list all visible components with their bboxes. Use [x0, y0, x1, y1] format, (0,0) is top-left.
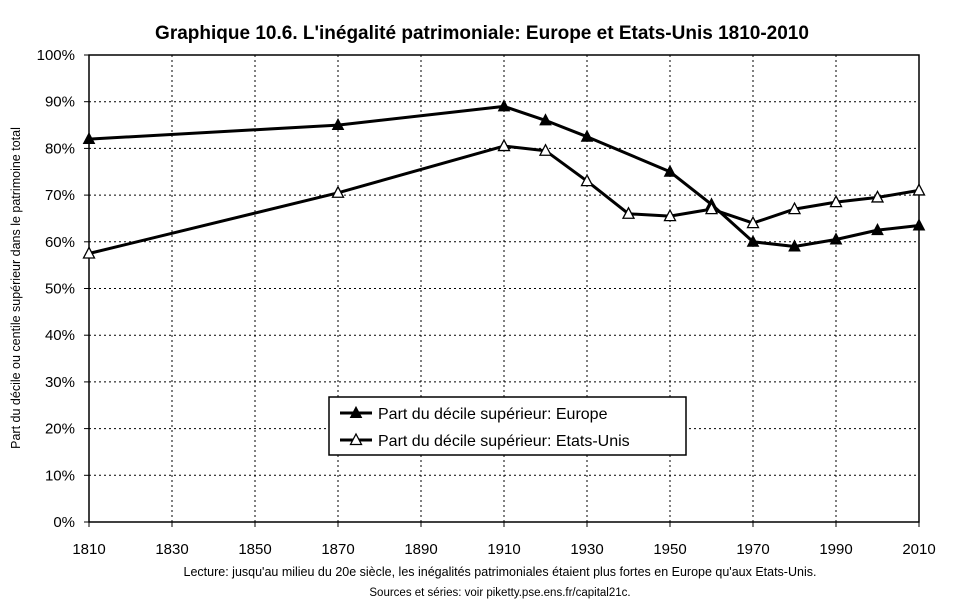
y-axis-ticks: 0% 10% 20% 30% 40% 50% 60% 70% 80% 90% 100%	[37, 47, 89, 531]
data-point-europe	[912, 218, 926, 231]
x-tick-label: 1870	[321, 541, 354, 558]
data-point-usa	[580, 173, 594, 187]
y-tick-label: 30%	[45, 374, 75, 391]
legend-marker-usa	[349, 432, 363, 446]
x-tick-label: 1950	[653, 541, 686, 558]
x-tick-label: 1930	[570, 541, 603, 558]
data-point-usa	[82, 246, 96, 259]
data-point-europe	[746, 234, 760, 247]
data-point-europe	[663, 164, 677, 177]
x-axis-ticks: 1810 1830 1850 1870 1890 1910 1930 1950 1970 1990…	[72, 522, 936, 558]
y-tick-label: 90%	[45, 94, 75, 111]
y-tick-label: 60%	[45, 234, 75, 251]
x-tick-label: 1810	[72, 541, 105, 558]
series-line-europe	[88, 104, 920, 248]
data-point-usa	[787, 201, 802, 215]
y-tick-label: 70%	[45, 187, 75, 204]
data-point-usa	[621, 206, 636, 219]
data-point-usa	[912, 183, 926, 196]
y-tick-label: 20%	[45, 421, 75, 438]
data-point-europe	[497, 99, 511, 112]
legend-marker-europe	[349, 405, 363, 418]
data-point-usa	[331, 185, 345, 198]
data-point-europe	[829, 232, 843, 245]
series	[82, 99, 926, 259]
legend: Part du décile supérieur: Europe Part du…	[328, 396, 687, 456]
data-point-europe	[580, 129, 594, 142]
legend-box	[328, 396, 687, 456]
y-tick-label: 50%	[45, 281, 75, 298]
x-tick-label: 1990	[819, 541, 852, 558]
data-point-europe	[871, 223, 884, 236]
x-tick-label: 1890	[404, 541, 437, 558]
data-point-usa	[663, 208, 677, 222]
y-tick-label: 80%	[45, 140, 75, 157]
y-axis-label: Part du décile ou centile supérieur dans…	[9, 127, 23, 449]
legend-label-europe: Part du décile supérieur: Europe	[378, 406, 608, 423]
y-tick-label: 100%	[37, 47, 75, 64]
data-point-europe	[331, 117, 345, 131]
y-tick-label: 40%	[45, 327, 75, 344]
legend-label-usa: Part du décile supérieur: Etats-Unis	[378, 433, 630, 450]
data-point-usa	[704, 201, 719, 215]
x-tick-label: 2010	[902, 541, 935, 558]
data-point-usa	[497, 138, 511, 152]
data-point-europe	[82, 131, 96, 145]
data-point-europe	[788, 239, 801, 252]
data-point-usa	[538, 143, 553, 156]
y-tick-label: 10%	[45, 467, 75, 484]
chart-title: Graphique 10.6. L'inégalité patrimoniale…	[155, 23, 809, 44]
x-tick-label: 1970	[736, 541, 769, 558]
x-tick-label: 1830	[155, 541, 188, 558]
footer-note: Lecture: jusqu'au milieu du 20e siècle, …	[184, 565, 817, 579]
data-point-usa	[829, 194, 843, 208]
data-point-usa	[870, 190, 885, 203]
x-tick-label: 1850	[238, 541, 271, 558]
y-tick-label: 0%	[53, 514, 75, 531]
data-point-usa	[746, 215, 760, 229]
x-tick-label: 1910	[487, 541, 520, 558]
footer-source: Sources et séries: voir piketty.pse.ens.…	[369, 587, 630, 599]
data-point-europe	[539, 113, 552, 126]
